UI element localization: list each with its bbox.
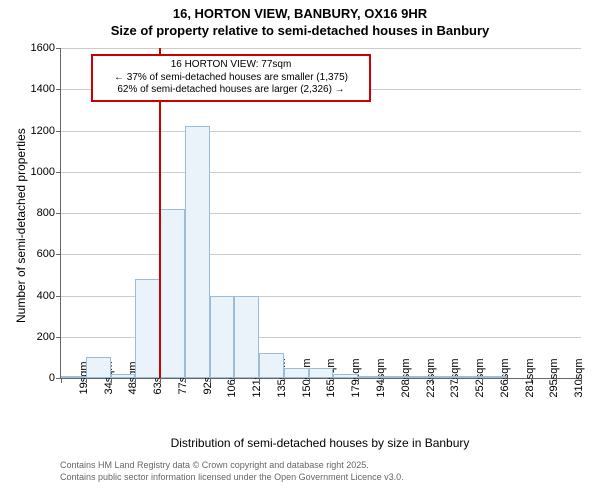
histogram-bar [160, 209, 185, 378]
y-tick-label: 1000 [31, 166, 61, 178]
y-tick-label: 1200 [31, 125, 61, 137]
annotation-line1: 16 HORTON VIEW: 77sqm [97, 59, 365, 72]
gridline [61, 131, 581, 132]
gridline [61, 213, 581, 214]
x-tick-label: 208sqm [398, 358, 412, 397]
plot-area: 0200400600800100012001400160019sqm34sqm4… [60, 48, 581, 379]
gridline [61, 254, 581, 255]
x-axis-label: Distribution of semi-detached houses by … [60, 436, 580, 450]
y-axis-label: Number of semi-detached properties [14, 128, 28, 323]
annotation-line2: ← 37% of semi-detached houses are smalle… [97, 72, 365, 85]
x-tick-label: 252sqm [472, 358, 486, 397]
histogram-bar [185, 126, 210, 378]
histogram-bar [408, 376, 433, 378]
y-tick-label: 1600 [31, 42, 61, 54]
histogram-bar [86, 357, 111, 378]
x-tick-label: 310sqm [571, 358, 585, 397]
histogram-bar [259, 353, 284, 378]
chart-title-line1: 16, HORTON VIEW, BANBURY, OX16 9HR [0, 0, 600, 23]
gridline [61, 172, 581, 173]
histogram-bar [61, 376, 86, 378]
footnote-line1: Contains HM Land Registry data © Crown c… [60, 460, 369, 470]
histogram-bar [383, 376, 408, 378]
histogram-bar [284, 368, 309, 378]
y-tick-label: 800 [37, 207, 61, 219]
histogram-bar [309, 368, 334, 378]
histogram-bar [234, 296, 259, 379]
x-tick-label: 194sqm [373, 358, 387, 397]
y-tick-label: 0 [49, 372, 61, 384]
annotation-line3: 62% of semi-detached houses are larger (… [97, 84, 365, 97]
chart-title-line2: Size of property relative to semi-detach… [0, 23, 600, 38]
y-tick-label: 400 [37, 290, 61, 302]
histogram-bar [210, 296, 235, 379]
x-tick-label: 165sqm [323, 358, 337, 397]
histogram-bar [111, 374, 136, 378]
histogram-bar [432, 376, 457, 378]
x-tick-label: 281sqm [522, 358, 536, 397]
annotation-box: 16 HORTON VIEW: 77sqm← 37% of semi-detac… [91, 54, 371, 102]
x-tick-label: 266sqm [497, 358, 511, 397]
y-tick-label: 200 [37, 331, 61, 343]
y-tick-label: 600 [37, 248, 61, 260]
x-tick-label: 223sqm [423, 358, 437, 397]
gridline [61, 48, 581, 49]
footnote-line2: Contains public sector information licen… [60, 472, 404, 482]
histogram-bar [135, 279, 160, 378]
x-tick-label: 150sqm [299, 358, 313, 397]
x-tick-label: 237sqm [447, 358, 461, 397]
y-tick-label: 1400 [31, 83, 61, 95]
property-size-chart: 16, HORTON VIEW, BANBURY, OX16 9HR Size … [0, 0, 600, 500]
histogram-bar [457, 376, 482, 378]
histogram-bar [333, 374, 358, 378]
histogram-bar [482, 376, 507, 378]
x-tick-label: 179sqm [348, 358, 362, 397]
histogram-bar [358, 376, 383, 378]
x-tick-label: 295sqm [546, 358, 560, 397]
